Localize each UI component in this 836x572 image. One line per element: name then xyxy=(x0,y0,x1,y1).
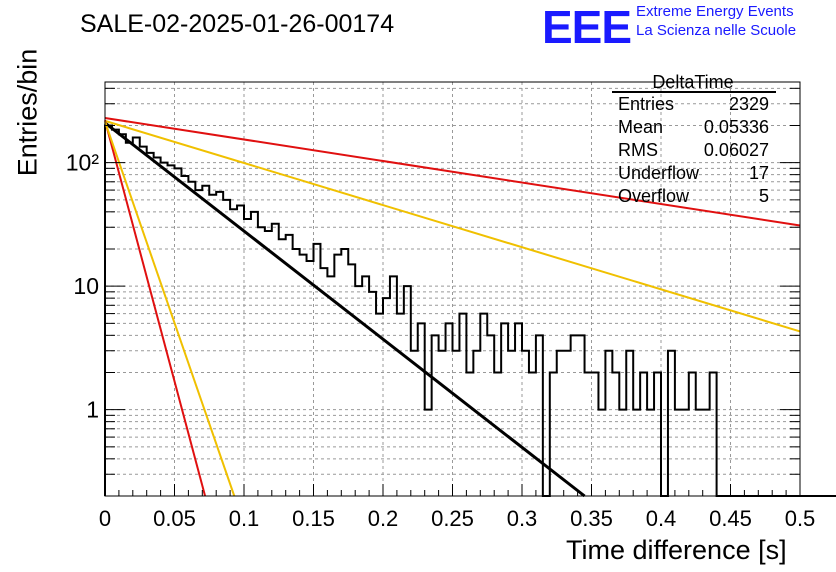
stats-label: Entries xyxy=(618,94,674,114)
curve-black-0 xyxy=(104,121,586,498)
chart-title: SALE-02-2025-01-26-00174 xyxy=(80,10,395,38)
stats-value: 17 xyxy=(749,163,769,183)
grid-lines xyxy=(105,82,800,497)
stats-label: Underflow xyxy=(618,163,700,183)
x-tick-label: 0.1 xyxy=(229,506,260,531)
x-tick-label: 0.35 xyxy=(570,506,613,531)
stats-name: DeltaTime xyxy=(652,72,733,92)
curve-yellow-4 xyxy=(104,121,236,497)
x-tick-label: 0.45 xyxy=(709,506,752,531)
stats-label: RMS xyxy=(618,140,658,160)
logo-line-1: Extreme Energy Events xyxy=(636,3,794,20)
stats-value: 5 xyxy=(759,186,769,206)
stats-value: 0.06027 xyxy=(704,140,769,160)
axis-ticks: 0 0.05 0.1 0.15 0.2 0.25 0.3 0.35 0.4 0.45 0.5 1 10 1… xyxy=(66,87,816,531)
curve-yellow-2 xyxy=(104,119,801,333)
eee-logo: EEE xyxy=(542,1,632,53)
y-tick-label: 1 xyxy=(86,397,99,423)
x-axis-label: Time difference [s] xyxy=(566,535,787,565)
stats-value: 2329 xyxy=(729,94,769,114)
x-tick-label: 0 xyxy=(99,506,111,531)
x-tick-label: 0.2 xyxy=(368,506,399,531)
y-tick-label: 10 xyxy=(73,273,99,299)
y-axis-label: Entries/bin xyxy=(12,48,43,177)
x-tick-label: 0.5 xyxy=(785,506,816,531)
x-tick-label: 0.4 xyxy=(646,506,677,531)
stats-label: Overflow xyxy=(618,186,690,206)
x-tick-label: 0.05 xyxy=(153,506,196,531)
x-tick-label: 0.25 xyxy=(431,506,474,531)
curve-red-3 xyxy=(104,120,207,497)
stats-label: Mean xyxy=(618,117,663,137)
x-tick-label: 0.3 xyxy=(507,506,538,531)
fit-curves xyxy=(104,117,801,498)
y-tick-label: 10² xyxy=(66,150,100,176)
x-tick-label: 0.15 xyxy=(292,506,335,531)
histogram-outline xyxy=(104,124,836,497)
stats-value: 0.05336 xyxy=(704,117,769,137)
logo-line-2: La Scienza nelle Scuole xyxy=(636,22,797,39)
histogram xyxy=(104,124,836,497)
curve-red-1 xyxy=(104,117,801,227)
